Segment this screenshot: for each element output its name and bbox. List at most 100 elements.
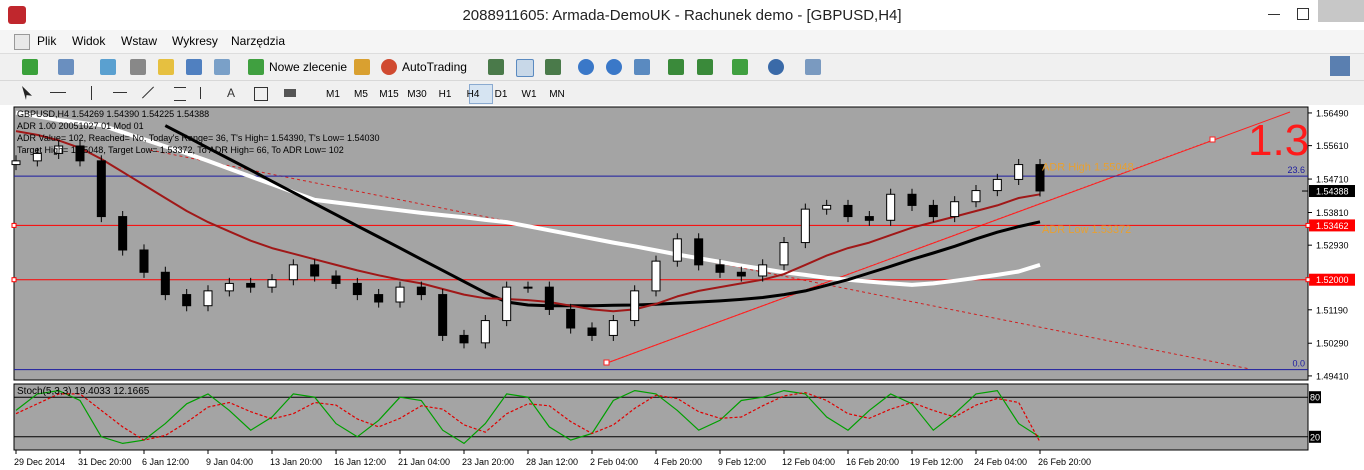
- candle-body: [96, 160, 106, 218]
- candle-body: [352, 282, 362, 296]
- candle-body: [971, 190, 981, 203]
- toolbar-button[interactable]: [158, 59, 174, 75]
- candle-body: [715, 264, 725, 273]
- crosshair-tool[interactable]: [50, 92, 66, 93]
- fibo-tool[interactable]: [200, 87, 211, 99]
- level-axis-label: 1.53462: [1316, 221, 1349, 231]
- zoom-out[interactable]: [606, 59, 622, 75]
- toolbar-button[interactable]: [805, 59, 821, 75]
- minimize-button[interactable]: [1268, 14, 1280, 15]
- x-tick-label: 4 Feb 20:00: [654, 457, 702, 467]
- last-price-box: [1309, 185, 1355, 198]
- level-axis-box: [1309, 219, 1355, 232]
- menu-item[interactable]: Wstaw: [121, 34, 157, 48]
- toolbar-button[interactable]: [100, 59, 116, 75]
- timeframe-button[interactable]: D1: [494, 89, 508, 100]
- maximize-button[interactable]: [1297, 8, 1309, 20]
- timeframe-button[interactable]: H1: [438, 89, 452, 100]
- hline-tool[interactable]: [113, 92, 127, 93]
- toolbar-button[interactable]: [668, 59, 684, 75]
- text-tool-icon[interactable]: A: [227, 86, 236, 100]
- timeframe-button[interactable]: MN: [549, 89, 565, 100]
- y-tick-label: 1.55610: [1316, 141, 1349, 151]
- anchor-point: [603, 359, 610, 366]
- candle-body: [11, 160, 21, 166]
- candle-body: [32, 152, 42, 162]
- candle-body: [928, 204, 938, 218]
- toolbar-button[interactable]: [488, 59, 504, 75]
- label-tool[interactable]: [254, 87, 268, 101]
- stoch-tick-box: [1309, 391, 1321, 404]
- autotrading-icon[interactable]: [381, 59, 397, 75]
- level-axis-label: 1.52000: [1316, 275, 1349, 285]
- x-tick-label: 13 Jan 20:00: [270, 457, 322, 467]
- moving-average: [15, 130, 1041, 313]
- toolbar-button[interactable]: [22, 59, 38, 75]
- toolbar-button[interactable]: [354, 59, 370, 75]
- notifications[interactable]: [1330, 56, 1350, 76]
- vline-tool[interactable]: [91, 86, 92, 100]
- timeframe-button[interactable]: M30: [407, 89, 427, 100]
- stoch-tick-label: 20: [1310, 432, 1320, 442]
- toolbar-button[interactable]: [186, 59, 202, 75]
- toolbar-button[interactable]: [768, 59, 784, 75]
- candle-body: [54, 145, 64, 154]
- candle-body: [331, 275, 341, 284]
- shapes-tool[interactable]: [284, 89, 296, 97]
- menu-item[interactable]: Widok: [72, 34, 106, 48]
- moving-average: [15, 110, 1041, 287]
- level-handle: [1305, 222, 1311, 228]
- candle-body: [267, 279, 277, 288]
- cursor-tool[interactable]: [22, 86, 32, 100]
- toolbar-button[interactable]: [697, 59, 713, 75]
- level-handle: [11, 277, 17, 283]
- candle-body: [907, 193, 917, 206]
- channel-tool[interactable]: [174, 87, 186, 101]
- timeframe-button[interactable]: M5: [354, 89, 368, 100]
- candle-body: [886, 193, 896, 221]
- toolbar-button[interactable]: [732, 59, 748, 75]
- menu-item[interactable]: Narzędzia: [231, 34, 286, 48]
- toolbar-button[interactable]: [545, 59, 561, 75]
- candle-body: [1014, 164, 1024, 180]
- trendline-tool[interactable]: [141, 86, 155, 99]
- indicator-annotation: ADR Value= 102, Reached= No, Today's Ran…: [17, 133, 379, 143]
- candle-body: [374, 294, 384, 303]
- toolbar-button[interactable]: [58, 59, 74, 75]
- stoch-title: Stoch(5,3,3): [17, 386, 71, 397]
- candle-body: [800, 208, 810, 244]
- candle-body: [310, 264, 320, 277]
- child-icon: [14, 34, 30, 50]
- x-tick-label: 2 Feb 04:00: [590, 457, 638, 467]
- chart-title: GBPUSD,H4 1.54269 1.54390 1.54225 1.5438…: [17, 109, 209, 119]
- y-tick-label: 1.49410: [1316, 371, 1349, 381]
- moving-average: [164, 124, 1041, 308]
- menu-item[interactable]: Plik: [37, 34, 57, 48]
- candle-body: [459, 334, 469, 344]
- timeframe-button[interactable]: W1: [521, 89, 537, 100]
- timeframe-button[interactable]: M15: [379, 89, 399, 100]
- zoom-in[interactable]: [578, 59, 594, 75]
- stoch-line: [15, 389, 1041, 445]
- new-order-button[interactable]: Nowe zlecenie: [269, 60, 348, 74]
- close-button[interactable]: [1318, 0, 1364, 22]
- timeframe-button[interactable]: M1: [326, 89, 340, 100]
- stoch-label: Stoch(5,3,3) 19.4033 12.1665: [17, 386, 150, 397]
- toolbar-button[interactable]: [130, 59, 146, 75]
- app-icon: [8, 6, 26, 24]
- toolbar-button[interactable]: [634, 59, 650, 75]
- stoch-tick-box: [1309, 430, 1321, 443]
- x-tick-label: 9 Feb 12:00: [718, 457, 766, 467]
- candle-body: [672, 238, 682, 262]
- menu-item[interactable]: Wykresy: [172, 34, 218, 48]
- x-tick-label: 31 Dec 20:00: [78, 457, 132, 467]
- menu-bar: Plik Widok Wstaw Wykresy Narzędzia: [0, 30, 1364, 54]
- timeframe-button[interactable]: H4: [466, 89, 480, 100]
- new-order-icon[interactable]: [248, 59, 264, 75]
- level-label: 23.6: [1287, 165, 1305, 175]
- x-tick-label: 23 Jan 20:00: [462, 457, 514, 467]
- toolbar-button[interactable]: [214, 59, 230, 75]
- toolbar-button[interactable]: [516, 59, 534, 77]
- autotrading-button[interactable]: AutoTrading: [402, 60, 467, 74]
